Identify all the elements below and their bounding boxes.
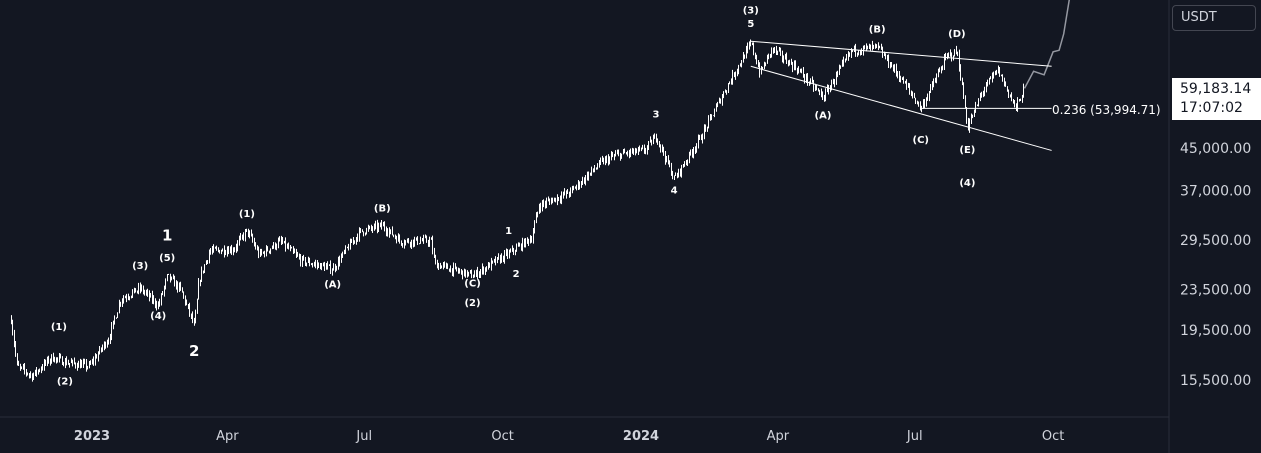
wave-label: (4) [959, 178, 975, 189]
time-axis[interactable]: 2023 Apr Jul Oct 2024 Apr Jul Oct [74, 429, 1064, 444]
price-tick-label: 23,500.00 [1180, 282, 1251, 298]
wave-label: 5 [747, 19, 754, 30]
wave-label: (5) [159, 253, 175, 264]
time-tick-label: Oct [1042, 429, 1064, 444]
wave-label: 4 [671, 186, 678, 197]
fib-level-label: 0.236 (53,994.71) [1052, 103, 1161, 117]
wave-label: 3 [653, 109, 660, 120]
price-tick-label: 15,500.00 [1180, 373, 1251, 389]
bar-countdown: 17:07:02 [1180, 100, 1243, 116]
wave-label: (D) [948, 29, 965, 40]
wave-label: (B) [374, 204, 391, 215]
wave-label: (C) [464, 279, 480, 290]
wave-label: (1) [239, 209, 255, 220]
current-price-badge: 59,183.14 17:07:02 [1172, 78, 1261, 120]
time-tick-label: Jul [906, 429, 923, 444]
time-tick-label: Jul [355, 429, 372, 444]
wave-label: (1) [51, 322, 67, 333]
wave-label: 2 [189, 342, 199, 360]
wave-label: (A) [815, 111, 832, 122]
time-tick-label: Apr [767, 429, 790, 444]
wave-label: (2) [464, 298, 480, 309]
time-tick-label: Apr [216, 429, 239, 444]
candlestick-series [11, 39, 1024, 382]
wave-label: 1 [162, 227, 172, 245]
projection-path [1023, 0, 1070, 89]
wave-label: (C) [913, 135, 929, 146]
time-tick-label: 2024 [623, 429, 659, 444]
wave-label: (2) [57, 376, 73, 387]
wave-label: (4) [150, 311, 166, 322]
wave-labels: (1) (2) (3) (4) (5) 1 2 (1) (A) (B) (C) (2) 1 2 3 4 (3) 5… [51, 5, 976, 387]
wave-label: (3) [743, 5, 759, 16]
wave-label: (A) [324, 280, 341, 291]
wave-label: (3) [132, 261, 148, 272]
wave-label: 1 [505, 226, 512, 237]
price-tick-label: 45,000.00 [1180, 141, 1251, 157]
wave-label: 2 [513, 269, 520, 280]
trendline-upper[interactable] [750, 40, 1052, 67]
currency-selector[interactable]: USDT [1172, 5, 1256, 31]
currency-label: USDT [1181, 10, 1217, 25]
wave-label: (E) [959, 145, 975, 156]
trendline-lower[interactable] [750, 65, 1052, 151]
price-axis[interactable]: 45,000.00 37,000.00 29,500.00 23,500.00 19,5… [1180, 141, 1251, 389]
current-price: 59,183.14 [1180, 81, 1252, 97]
price-tick-label: 19,500.00 [1180, 323, 1251, 339]
trendlines[interactable] [750, 40, 1052, 151]
price-tick-label: 37,000.00 [1180, 184, 1251, 200]
wave-label: (B) [869, 24, 886, 35]
time-tick-label: Oct [491, 429, 513, 444]
time-tick-label: 2023 [74, 429, 110, 444]
price-tick-label: 29,500.00 [1180, 233, 1251, 249]
